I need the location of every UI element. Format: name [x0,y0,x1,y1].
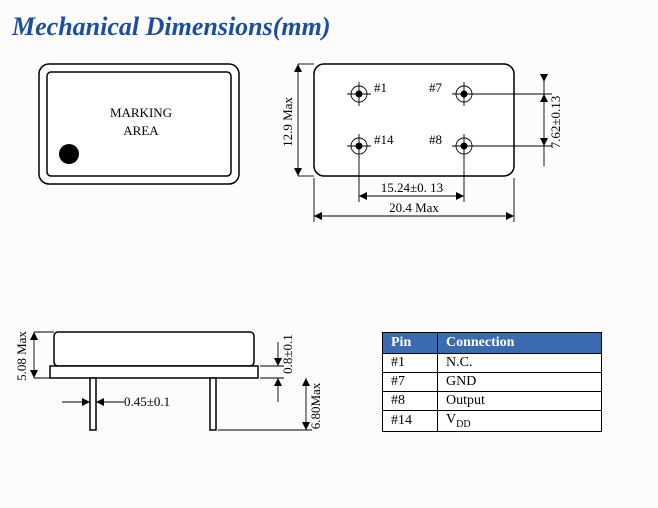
dim-pin-width: 0.45±0.1 [62,392,170,410]
dim-base-thickness: 0.8±0.1 [260,334,295,402]
cell: #1 [383,354,438,373]
page-title: Mechanical Dimensions(mm) [12,12,646,42]
svg-text:#14: #14 [374,132,394,147]
marking-text-1: MARKING [110,105,172,120]
dim-height: 12.9 Max [282,64,314,176]
side-view-drawing: 5.08 Max 0.45±0.1 0.8±0.1 [12,302,352,472]
pin-view-drawing: 12.9 Max #1 #7 #14 [282,52,642,242]
th-conn: Connection [438,333,602,354]
svg-text:15.24±0. 13: 15.24±0. 13 [381,180,443,195]
svg-text:12.9 Max: 12.9 Max [282,97,295,147]
table-header-row: Pin Connection [383,333,602,354]
svg-text:0.8±0.1: 0.8±0.1 [280,334,295,374]
svg-text:#7: #7 [429,80,443,95]
svg-text:20.4 Max: 20.4 Max [389,200,439,215]
cell: #7 [383,373,438,392]
table-row: #14 VDD [383,411,602,432]
cell: #14 [383,411,438,432]
cell-vdd: VDD [438,411,602,432]
cell: N.C. [438,354,602,373]
table-row: #8 Output [383,392,602,411]
cell: GND [438,373,602,392]
th-pin: Pin [383,333,438,354]
cell: Output [438,392,602,411]
svg-text:#1: #1 [374,80,387,95]
svg-text:6.80Max: 6.80Max [308,382,323,429]
top-view-drawing: MARKING AREA [37,62,247,192]
dim-body-height: 5.08 Max [14,331,54,381]
diagram-container: MARKING AREA 12.9 Max #1 #7 [12,52,646,492]
pin-table: Pin Connection #1 N.C. #7 GND #8 Output … [382,332,602,432]
dim-pin-length: 6.80Max [218,378,323,430]
svg-text:0.45±0.1: 0.45±0.1 [124,394,170,409]
svg-text:#8: #8 [429,132,442,147]
marking-text-2: AREA [123,123,159,138]
svg-text:5.08 Max: 5.08 Max [14,331,29,381]
svg-text:7.62±0.13: 7.62±0.13 [548,96,563,149]
table-row: #7 GND [383,373,602,392]
cell: #8 [383,392,438,411]
table-row: #1 N.C. [383,354,602,373]
